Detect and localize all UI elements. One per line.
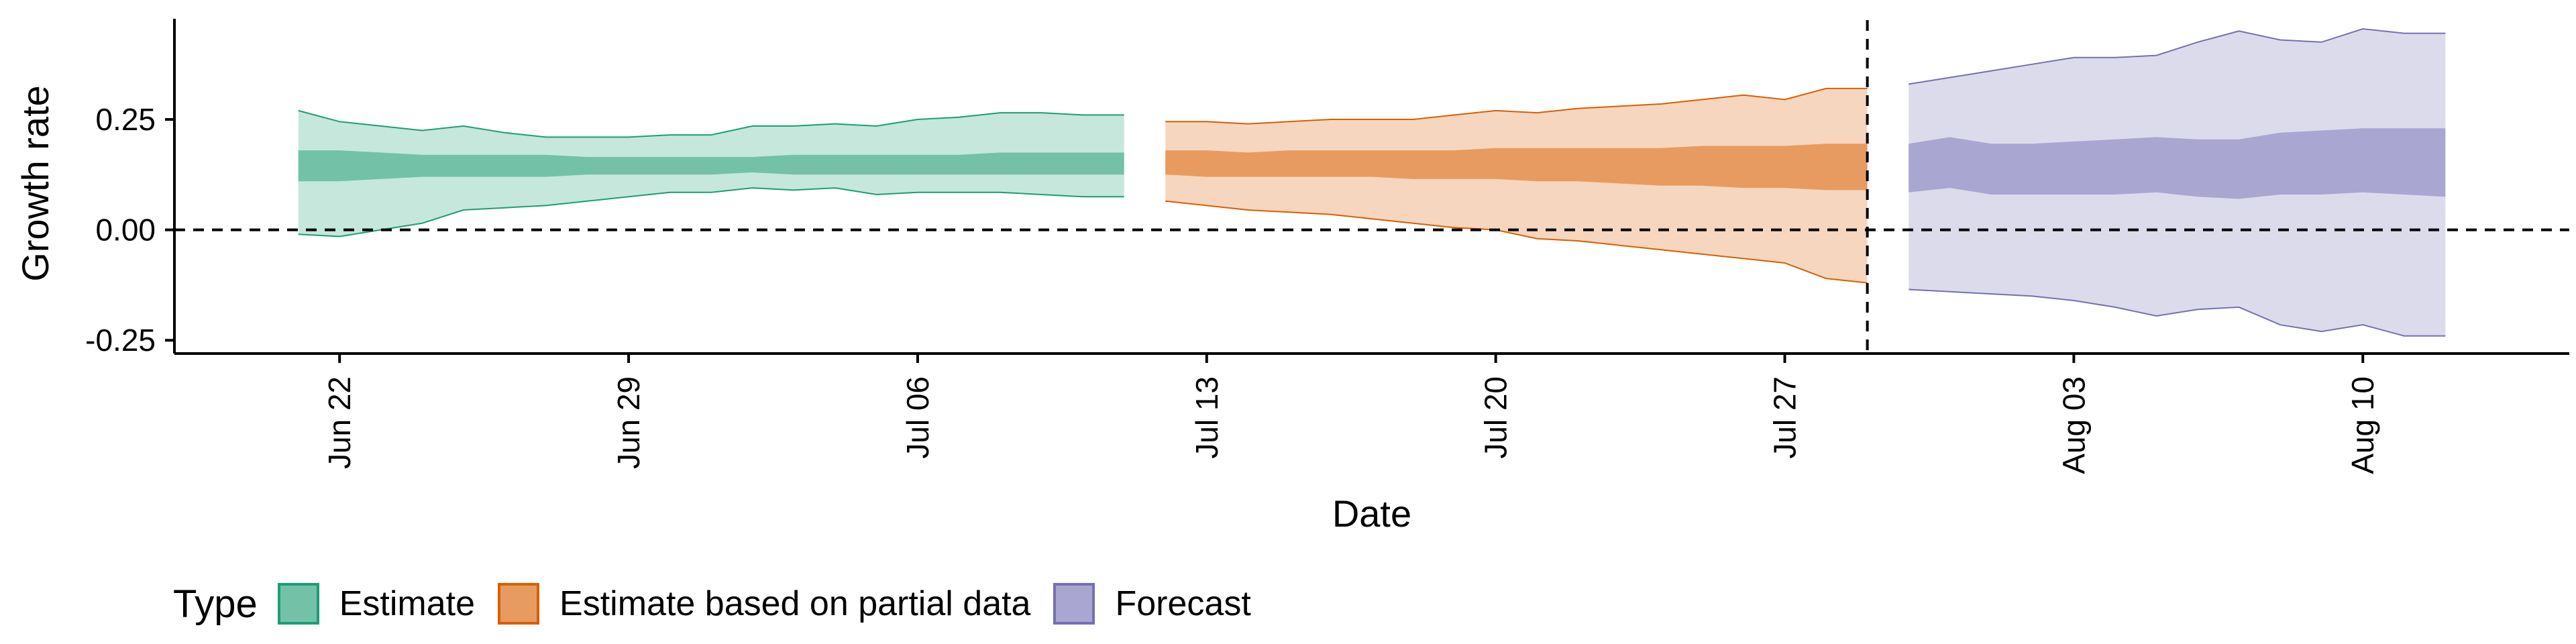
estimate-outer-band-upper-edge	[298, 109, 1124, 138]
legend-item-forecast: Forecast	[1053, 583, 1251, 625]
y-tick-label: 0.00	[95, 213, 156, 248]
x-tick-label: Jul 20	[1479, 376, 1513, 459]
x-tick-label: Aug 03	[2056, 376, 2091, 474]
reference-lines	[174, 20, 2569, 354]
x-tick-label: Jun 29	[611, 376, 646, 469]
x-tick-label: Jul 13	[1189, 376, 1224, 459]
estimate-based-on-partial-data-outer-band-upper-edge	[1165, 87, 1868, 125]
x-tick-label: Jul 06	[900, 376, 935, 459]
legend-key-partial-estimate	[498, 583, 540, 625]
forecast-inner-band	[1909, 128, 2446, 199]
estimate-based-on-partial-data-inner-band	[1165, 144, 1868, 191]
y-tick-label: 0.25	[95, 102, 156, 137]
legend-label-estimate: Estimate	[339, 584, 476, 623]
legend-label-forecast: Forecast	[1115, 584, 1251, 623]
ribbon-layer	[298, 28, 2446, 337]
x-tick-label: Aug 10	[2345, 376, 2380, 474]
forecast-outer-band-upper-edge	[1909, 28, 2446, 85]
estimate-outer-band-lower-edge	[298, 187, 1124, 237]
legend-label-partial-estimate: Estimate based on partial data	[559, 584, 1031, 623]
y-tick-label: -0.25	[85, 323, 156, 358]
legend: Type Estimate Estimate based on partial …	[173, 577, 1274, 631]
x-tick-label: Jul 27	[1768, 376, 1803, 459]
legend-title: Type	[173, 582, 258, 626]
legend-item-partial-estimate: Estimate based on partial data	[498, 583, 1030, 625]
legend-key-estimate	[277, 583, 319, 625]
legend-item-estimate: Estimate	[277, 583, 476, 625]
estimate-based-on-partial-data-outer-band	[1165, 88, 1868, 283]
estimate-inner-band	[298, 150, 1124, 182]
estimate-based-on-partial-data-outer-band-lower-edge	[1165, 200, 1868, 284]
growth-rate-chart: -0.25 0.00 0.25 Jun 22 Jun 29 Jul 06 Jul 13 Jul…	[14, 19, 2569, 535]
y-axis-title: Growth rate	[14, 85, 56, 282]
forecast-outer-band-lower-edge	[1909, 288, 2446, 337]
x-axis-title: Date	[1332, 492, 1411, 535]
axes: -0.25 0.00 0.25 Jun 22 Jun 29 Jul 06 Jul 13 Jul…	[14, 19, 2569, 535]
legend-key-forecast	[1053, 583, 1095, 625]
x-tick-label: Jun 22	[322, 376, 357, 469]
